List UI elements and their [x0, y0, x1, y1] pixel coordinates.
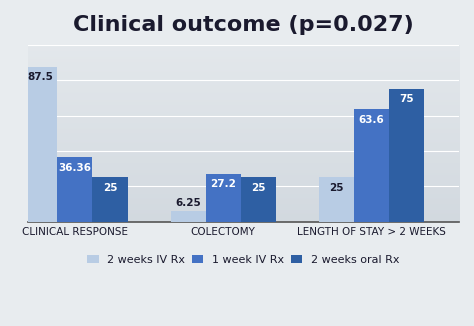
Text: 36.36: 36.36 [58, 163, 91, 173]
Text: 25: 25 [103, 183, 117, 193]
Legend: 2 weeks IV Rx, 1 week IV Rx, 2 weeks oral Rx: 2 weeks IV Rx, 1 week IV Rx, 2 weeks ora… [83, 250, 404, 269]
Text: 25: 25 [251, 183, 265, 193]
Text: 27.2: 27.2 [210, 179, 236, 189]
Bar [57, 157, 92, 222]
Bar [171, 211, 206, 222]
Bar [92, 177, 128, 222]
Bar [319, 177, 354, 222]
Text: 75: 75 [399, 95, 414, 104]
Text: 25: 25 [329, 183, 344, 193]
Bar [22, 67, 57, 222]
Bar [206, 174, 241, 222]
Bar [389, 89, 424, 222]
Bar [354, 109, 389, 222]
Text: 6.25: 6.25 [175, 198, 201, 208]
Text: 87.5: 87.5 [27, 72, 53, 82]
Title: Clinical outcome (p=0.027): Clinical outcome (p=0.027) [73, 15, 414, 35]
Text: 63.6: 63.6 [358, 114, 384, 125]
Bar [241, 177, 276, 222]
